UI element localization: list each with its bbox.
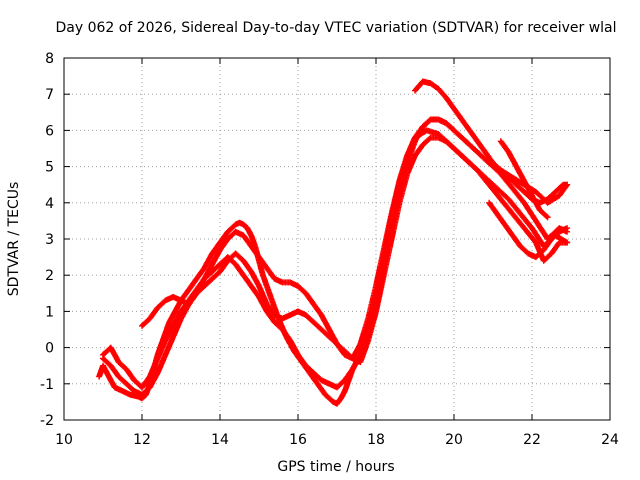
series-markers <box>497 138 551 221</box>
y-tick-label: 1 <box>45 304 54 320</box>
x-tick-label: 18 <box>367 432 385 448</box>
series-markers <box>486 199 571 261</box>
y-axis-title: SDTVAR / TECUs <box>6 182 22 297</box>
series-markers <box>100 116 571 398</box>
x-tick-label: 12 <box>133 432 151 448</box>
series-markers <box>139 116 571 362</box>
chart-title: Day 062 of 2026, Sidereal Day-to-day VTE… <box>55 20 616 36</box>
y-tick-label: -2 <box>40 413 54 429</box>
axis-ticks <box>63 57 611 421</box>
x-tick-label: 14 <box>211 432 229 448</box>
y-tick-label: 0 <box>45 341 54 357</box>
series-track-7 <box>497 138 551 221</box>
grid <box>64 58 610 420</box>
y-tick-label: -1 <box>40 377 54 393</box>
y-tick-label: 4 <box>45 196 54 212</box>
x-tick-label: 20 <box>445 432 463 448</box>
series-track-2 <box>100 116 571 398</box>
x-tick-label: 16 <box>289 432 307 448</box>
x-tick-label: 10 <box>55 432 73 448</box>
markers <box>96 78 571 407</box>
y-tick-label: 6 <box>45 123 54 139</box>
series-markers <box>412 78 571 206</box>
x-tick-label: 22 <box>523 432 541 448</box>
y-tick-label: 8 <box>45 51 54 67</box>
y-tick-label: 3 <box>45 232 54 248</box>
series-track-5 <box>412 78 571 206</box>
y-tick-label: 2 <box>45 268 54 284</box>
y-tick-label: 7 <box>45 87 54 103</box>
series-track-6 <box>486 199 571 261</box>
series-track-4 <box>139 116 571 362</box>
y-tick-label: 5 <box>45 160 54 176</box>
x-axis-title: GPS time / hours <box>277 459 394 475</box>
x-tick-label: 24 <box>601 432 619 448</box>
